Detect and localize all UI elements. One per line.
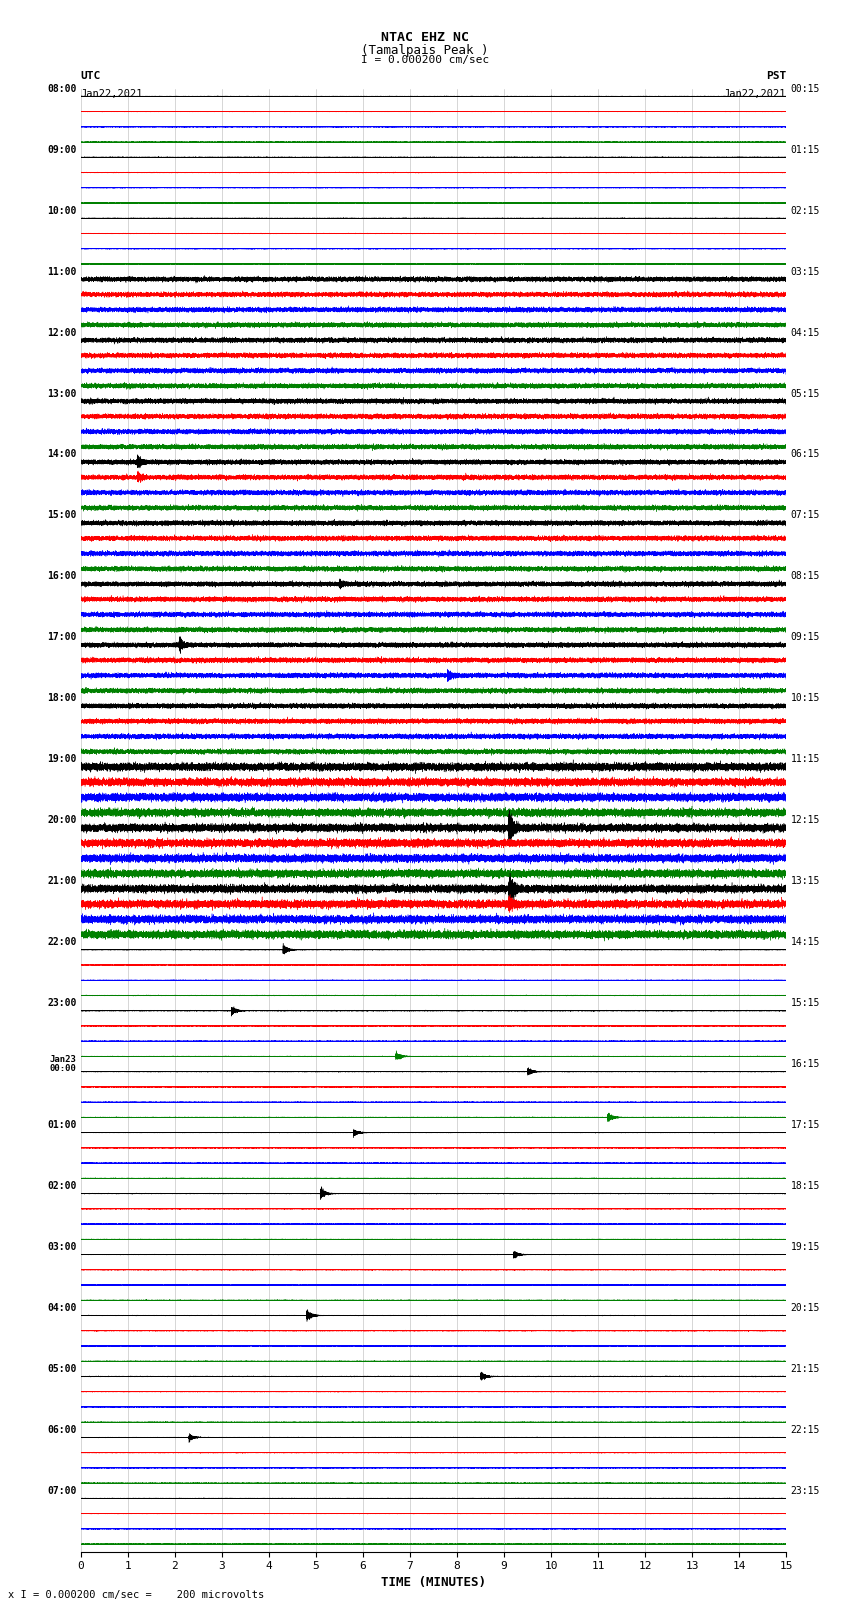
Text: 08:00: 08:00 xyxy=(47,84,76,94)
Text: 20:00: 20:00 xyxy=(47,815,76,826)
Text: 22:00: 22:00 xyxy=(47,937,76,947)
Text: 16:00: 16:00 xyxy=(47,571,76,581)
Text: 10:15: 10:15 xyxy=(790,694,820,703)
Text: x I = 0.000200 cm/sec =    200 microvolts: x I = 0.000200 cm/sec = 200 microvolts xyxy=(8,1590,264,1600)
Text: 02:00: 02:00 xyxy=(47,1181,76,1190)
Text: 03:00: 03:00 xyxy=(47,1242,76,1252)
Text: 02:15: 02:15 xyxy=(790,205,820,216)
Text: 21:00: 21:00 xyxy=(47,876,76,886)
Text: Jan22,2021: Jan22,2021 xyxy=(723,89,786,98)
Text: NTAC EHZ NC: NTAC EHZ NC xyxy=(381,31,469,44)
Text: 18:15: 18:15 xyxy=(790,1181,820,1190)
Text: 18:00: 18:00 xyxy=(47,694,76,703)
Text: Jan23: Jan23 xyxy=(49,1055,76,1065)
Text: 13:15: 13:15 xyxy=(790,876,820,886)
Text: 20:15: 20:15 xyxy=(790,1303,820,1313)
Text: 09:15: 09:15 xyxy=(790,632,820,642)
Text: 04:00: 04:00 xyxy=(47,1303,76,1313)
Text: (Tamalpais Peak ): (Tamalpais Peak ) xyxy=(361,44,489,56)
X-axis label: TIME (MINUTES): TIME (MINUTES) xyxy=(381,1576,486,1589)
Text: I = 0.000200 cm/sec: I = 0.000200 cm/sec xyxy=(361,55,489,65)
Text: 07:00: 07:00 xyxy=(47,1486,76,1495)
Text: 05:00: 05:00 xyxy=(47,1365,76,1374)
Text: 19:15: 19:15 xyxy=(790,1242,820,1252)
Text: 06:15: 06:15 xyxy=(790,450,820,460)
Text: 01:15: 01:15 xyxy=(790,145,820,155)
Text: 09:00: 09:00 xyxy=(47,145,76,155)
Text: 03:15: 03:15 xyxy=(790,266,820,276)
Text: 23:15: 23:15 xyxy=(790,1486,820,1495)
Text: 19:00: 19:00 xyxy=(47,755,76,765)
Text: 17:00: 17:00 xyxy=(47,632,76,642)
Text: Jan22,2021: Jan22,2021 xyxy=(81,89,144,98)
Text: 14:00: 14:00 xyxy=(47,450,76,460)
Text: 00:15: 00:15 xyxy=(790,84,820,94)
Text: 16:15: 16:15 xyxy=(790,1060,820,1069)
Text: 00:00: 00:00 xyxy=(49,1065,76,1073)
Text: 23:00: 23:00 xyxy=(47,998,76,1008)
Text: 13:00: 13:00 xyxy=(47,389,76,398)
Text: 06:00: 06:00 xyxy=(47,1424,76,1436)
Text: 04:15: 04:15 xyxy=(790,327,820,337)
Text: 21:15: 21:15 xyxy=(790,1365,820,1374)
Text: 12:00: 12:00 xyxy=(47,327,76,337)
Text: 11:15: 11:15 xyxy=(790,755,820,765)
Text: 12:15: 12:15 xyxy=(790,815,820,826)
Text: 15:15: 15:15 xyxy=(790,998,820,1008)
Text: 08:15: 08:15 xyxy=(790,571,820,581)
Text: 01:00: 01:00 xyxy=(47,1119,76,1131)
Text: 17:15: 17:15 xyxy=(790,1119,820,1131)
Text: UTC: UTC xyxy=(81,71,101,81)
Text: 11:00: 11:00 xyxy=(47,266,76,276)
Text: PST: PST xyxy=(766,71,786,81)
Text: 14:15: 14:15 xyxy=(790,937,820,947)
Text: 22:15: 22:15 xyxy=(790,1424,820,1436)
Text: 15:00: 15:00 xyxy=(47,510,76,521)
Text: 05:15: 05:15 xyxy=(790,389,820,398)
Text: 07:15: 07:15 xyxy=(790,510,820,521)
Text: 10:00: 10:00 xyxy=(47,205,76,216)
